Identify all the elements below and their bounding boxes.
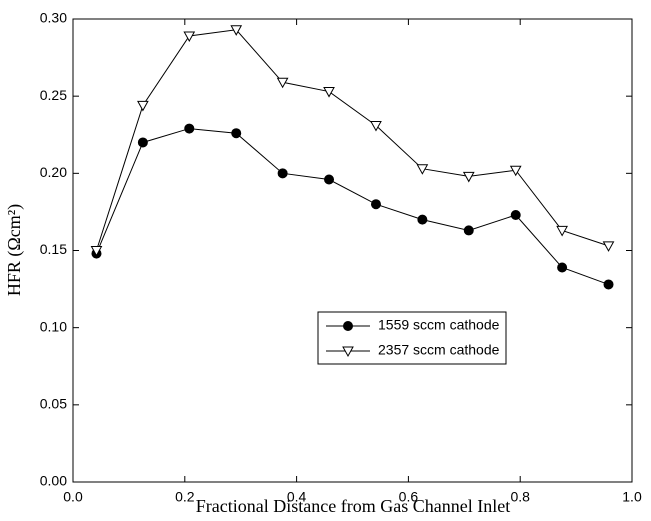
- x-axis-label: Fractional Distance from Gas Channel Inl…: [196, 496, 510, 516]
- data-point: [137, 100, 149, 112]
- y-tick-label: 0.10: [40, 318, 67, 334]
- x-tick-label: 0.4: [287, 489, 307, 505]
- x-tick-label: 0.8: [510, 489, 530, 505]
- data-point: [231, 128, 242, 139]
- legend-label: 2357 sccm cathode: [378, 342, 500, 358]
- data-point: [324, 174, 335, 185]
- data-point: [417, 214, 428, 225]
- data-point: [370, 120, 382, 132]
- data-point: [183, 31, 196, 43]
- data-point: [510, 210, 521, 221]
- y-tick-label: 0.20: [40, 164, 67, 180]
- x-tick-label: 0.6: [399, 489, 419, 505]
- data-point: [462, 171, 475, 183]
- data-point: [556, 225, 568, 237]
- data-point: [557, 262, 568, 273]
- legend-box: [317, 311, 507, 365]
- y-tick-label: 0.15: [40, 241, 67, 257]
- data-point: [463, 225, 474, 236]
- data-point: [137, 137, 148, 148]
- data-point: [90, 246, 103, 257]
- data-point: [230, 25, 243, 36]
- series-line: [96, 29, 609, 251]
- y-tick-label: 0.05: [40, 396, 67, 412]
- data-point: [603, 279, 614, 290]
- data-point: [509, 165, 522, 177]
- y-axis-label: HFR (Ωcm²): [4, 204, 25, 296]
- legend-label: 1559 sccm cathode: [378, 317, 500, 333]
- series-line: [96, 128, 609, 285]
- y-tick-label: 0.25: [40, 87, 67, 103]
- data-point: [602, 241, 615, 252]
- data-point: [184, 123, 195, 134]
- legend-marker: [342, 346, 354, 358]
- x-tick-label: 0.2: [175, 489, 195, 505]
- y-tick-label: 0.00: [40, 473, 67, 489]
- data-point: [370, 199, 381, 210]
- data-point: [277, 168, 288, 179]
- y-tick-label: 0.30: [40, 10, 67, 26]
- x-tick-label: 0.0: [63, 489, 83, 505]
- x-tick-label: 1.0: [622, 489, 642, 505]
- plot-frame: [72, 18, 633, 483]
- data-point: [323, 87, 335, 98]
- data-point: [276, 77, 289, 89]
- data-point: [416, 164, 429, 175]
- legend-marker: [343, 321, 353, 331]
